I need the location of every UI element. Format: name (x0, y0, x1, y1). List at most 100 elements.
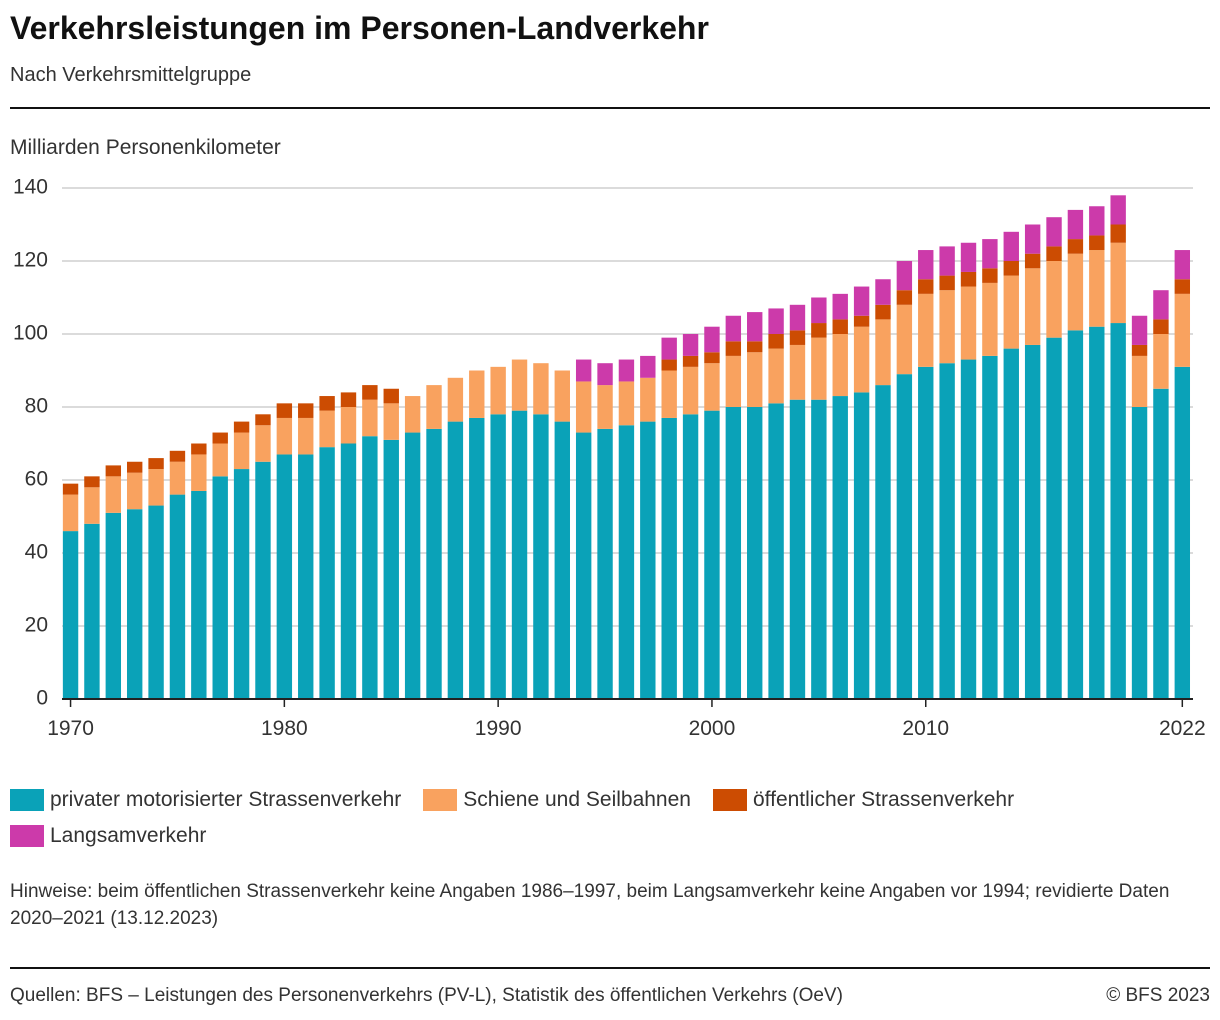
bar-segment (511, 359, 528, 411)
bar-segment (747, 341, 763, 353)
bar-segment (426, 385, 442, 429)
bar-segment (383, 388, 399, 404)
bar-segment (832, 319, 848, 334)
bar-segment (490, 414, 506, 699)
y-axis-label: Milliarden Personenkilometer (10, 136, 281, 159)
x-tick-label: 2022 (1159, 717, 1206, 740)
bar-segment (939, 246, 955, 276)
bar-segment (918, 293, 934, 367)
bar-segment (896, 304, 913, 375)
legend-item: Schiene und Seilbahnen (423, 788, 691, 812)
bar-segment (1067, 209, 1084, 240)
bar-segment (1131, 407, 1148, 699)
chart: 0 20 40 60 80 100 120 140 1970 1980 1990 2000 2010 20… (13, 176, 1206, 740)
bar-segment (939, 275, 955, 291)
bar-segment (811, 297, 827, 324)
bar-segment (362, 436, 378, 699)
bar-segment (768, 334, 784, 349)
bar-segment (960, 242, 977, 272)
bar-segment (148, 469, 164, 506)
bar-segment (1089, 326, 1105, 699)
bar-segment (212, 476, 228, 699)
y-tick-label: 0 (36, 687, 48, 710)
bar-segment (725, 355, 742, 407)
bar-segment (768, 308, 784, 334)
bar-segment (1067, 253, 1084, 331)
x-tick-label: 1970 (47, 717, 94, 740)
legend-swatch (10, 825, 44, 847)
bar-segment (169, 450, 186, 462)
bar-segment (918, 279, 934, 294)
bar-segment (918, 250, 934, 280)
bar-segment (1131, 355, 1148, 407)
bar-segment (447, 377, 464, 422)
bar-segment (982, 268, 998, 283)
bar-segment (1003, 231, 1019, 261)
bar-segment (896, 374, 913, 699)
bar-segment (233, 432, 250, 470)
legend-label: Langsamverkehr (50, 824, 207, 847)
bar-segment (682, 366, 699, 415)
bar-segment (918, 366, 934, 699)
bar-segment (1110, 224, 1126, 243)
bar-segment (640, 421, 656, 699)
bar-segment (1003, 348, 1019, 699)
bar-segment (661, 417, 677, 699)
notes: Hinweise: beim öffentlichen Strassenverk… (10, 881, 1170, 929)
bar-segment (126, 461, 143, 473)
bar-segment (1110, 242, 1126, 324)
bar-segment (640, 355, 656, 378)
bar-segment (62, 494, 79, 532)
bar-segment (84, 476, 100, 488)
bar-segment (618, 359, 635, 382)
bar-segment (105, 465, 122, 477)
bar-segment (298, 403, 314, 418)
bar-segment (148, 458, 164, 470)
bar-segment (105, 512, 122, 699)
y-tick-label: 100 (13, 322, 48, 345)
bar-segment (1024, 268, 1041, 345)
bar-segment (340, 443, 357, 699)
bar-segment (725, 407, 742, 699)
bar-segment (319, 396, 335, 411)
bar-segment (1110, 323, 1126, 699)
bar-segment (126, 472, 143, 510)
bar-segment (575, 381, 592, 433)
bar-segment (960, 359, 977, 699)
bar-segment (1110, 195, 1126, 225)
bar-segment (1089, 206, 1105, 236)
bar-segment (1174, 250, 1191, 280)
bar-segment (298, 454, 314, 699)
bar-segment (811, 399, 827, 699)
bar-segment (704, 363, 720, 411)
bar-segment (704, 410, 720, 699)
bar-segment (255, 414, 271, 426)
bar-segment (212, 432, 228, 444)
bar-segment (875, 385, 891, 699)
bar-segment (618, 381, 635, 426)
legend-item: öffentlicher Strassenverkehr (712, 788, 1014, 812)
bar-segment (811, 337, 827, 400)
bar-segment (191, 443, 207, 455)
bar-segment (148, 505, 164, 699)
bar-segment (1089, 250, 1105, 327)
bar-segment (340, 392, 357, 407)
bar-segment (362, 399, 378, 437)
bar-segment (554, 370, 570, 422)
bar-segment (982, 282, 998, 356)
bar-segment (597, 428, 613, 699)
bar-segment (255, 461, 271, 699)
bar-segment (126, 509, 143, 699)
bar-segment (426, 428, 442, 699)
bar-segment (276, 454, 293, 699)
bar-segment (169, 461, 186, 495)
bar-segment (618, 425, 635, 699)
bar-segment (169, 494, 186, 699)
x-tick-label: 1980 (261, 717, 308, 740)
bar-segment (1046, 246, 1062, 261)
bar-segment (340, 407, 357, 444)
bar-segment (383, 439, 399, 699)
bar-segment (447, 421, 464, 699)
x-tick-label: 1990 (475, 717, 522, 740)
legend: privater motorisierter Strassenverkehr Sc… (10, 788, 1210, 848)
